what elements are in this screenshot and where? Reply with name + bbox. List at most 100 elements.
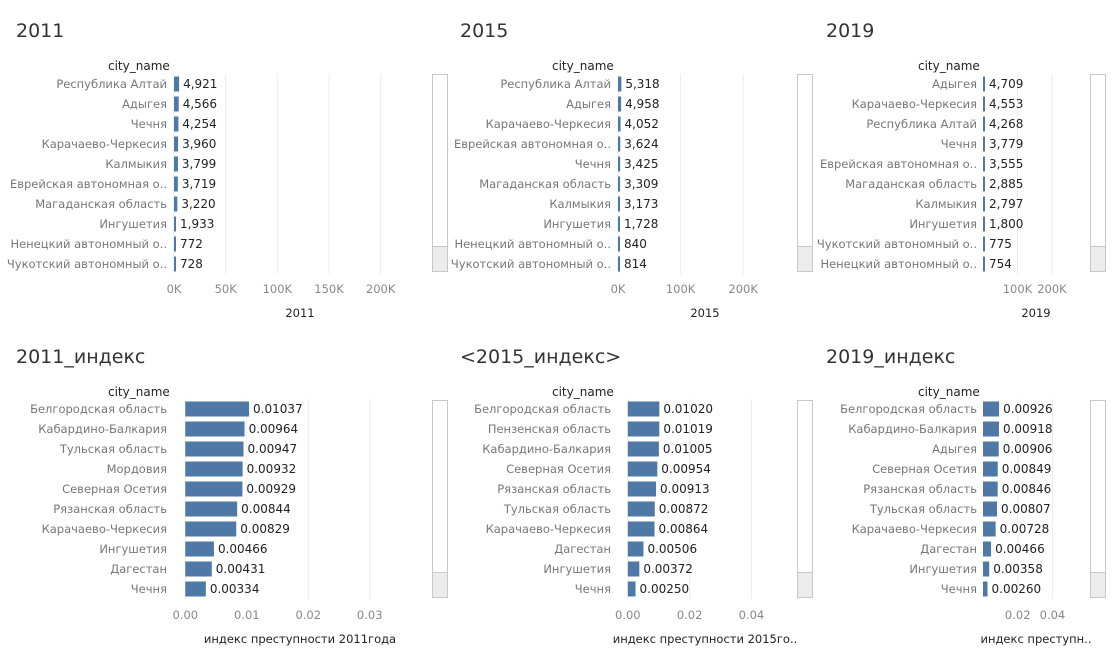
bar xyxy=(627,441,659,457)
category-label: Магаданская область xyxy=(35,197,167,211)
category-label: Белгородская область xyxy=(474,402,611,416)
bar xyxy=(627,541,644,557)
category-label: Тульская область xyxy=(869,502,977,516)
category-label: Ингушетия xyxy=(909,217,977,231)
category-label: Республика Алтай xyxy=(866,117,977,131)
scrollbar-thumb[interactable] xyxy=(433,246,447,271)
scrollbar-thumb[interactable] xyxy=(798,246,812,271)
category-label: Чечня xyxy=(941,582,977,596)
data-label: 0.00864 xyxy=(659,522,709,536)
data-label: 4,254 xyxy=(182,117,216,131)
data-label: 728 xyxy=(180,257,203,271)
data-label: 0.00926 xyxy=(1003,402,1053,416)
data-label: 3,309 xyxy=(624,177,658,191)
bar xyxy=(983,401,1000,417)
bar xyxy=(983,521,996,537)
category-label: Кабардино-Балкария xyxy=(848,422,977,436)
data-label: 0.00964 xyxy=(249,422,299,436)
bar-chart-2015-index: 0.00 0.02 0.04 Белгородская область 0.01020 П… xyxy=(474,399,797,646)
vertical-scrollbar[interactable] xyxy=(432,400,448,598)
bar xyxy=(174,256,176,272)
bar xyxy=(983,136,985,152)
field-header: city_name xyxy=(108,59,170,73)
scrollbar-thumb[interactable] xyxy=(1091,572,1105,597)
bar xyxy=(185,481,243,497)
category-label: Магаданская область xyxy=(845,177,977,191)
data-label: 4,268 xyxy=(989,117,1023,131)
data-label: 4,921 xyxy=(183,77,217,91)
bar xyxy=(618,136,621,152)
bar xyxy=(983,441,999,457)
bar xyxy=(627,421,660,437)
bar xyxy=(185,441,244,457)
data-label: 0.00849 xyxy=(1002,462,1052,476)
category-label: Адыгея xyxy=(566,97,611,111)
vertical-scrollbar[interactable] xyxy=(1090,74,1106,272)
category-label: Ненецкий автономный о.. xyxy=(454,237,611,251)
bar xyxy=(185,501,238,517)
x-tick-label: 200K xyxy=(1037,282,1067,296)
category-label: Магаданская область xyxy=(479,177,611,191)
bar xyxy=(185,401,250,417)
data-label: 0.00260 xyxy=(992,582,1042,596)
category-label: Северная Осетия xyxy=(62,482,167,496)
bar xyxy=(983,236,985,252)
data-label: 0.00846 xyxy=(1002,482,1052,496)
category-label: Рязанская область xyxy=(497,482,611,496)
x-tick-label: 0.02 xyxy=(677,608,703,622)
category-label: Карачаево-Черкесия xyxy=(486,522,611,536)
vertical-scrollbar[interactable] xyxy=(797,400,813,598)
category-label: Карачаево-Черкесия xyxy=(486,117,611,131)
bar xyxy=(983,156,985,172)
bar xyxy=(983,541,992,557)
vertical-scrollbar[interactable] xyxy=(797,74,813,272)
vertical-scrollbar[interactable] xyxy=(432,74,448,272)
bar xyxy=(983,461,998,477)
bar xyxy=(983,581,988,597)
bar-chart-2015: 0K 100K 200K Республика Алтай 5,318 Адыгея 4,9… xyxy=(451,74,758,320)
category-label: Северная Осетия xyxy=(506,462,611,476)
category-label: Дагестан xyxy=(920,542,977,556)
category-label: Ингушетия xyxy=(909,562,977,576)
bar xyxy=(185,521,237,537)
category-label: Чукотский автономный о.. xyxy=(7,257,167,271)
x-tick-label: 200K xyxy=(728,282,758,296)
data-label: 754 xyxy=(989,257,1012,271)
field-header: city_name xyxy=(108,385,170,399)
category-label: Калмыкия xyxy=(915,197,977,211)
data-label: 2,885 xyxy=(989,177,1023,191)
data-label: 4,553 xyxy=(989,97,1023,111)
category-label: Тульская область xyxy=(59,442,167,456)
data-label: 1,800 xyxy=(989,217,1023,231)
category-label: Ингушетия xyxy=(99,217,167,231)
bar-chart-2019-index: 0.02 0.04 Белгородская область 0.00926 Кабар… xyxy=(840,399,1092,646)
data-label: 0.00932 xyxy=(247,462,297,476)
x-axis-title: 2011 xyxy=(285,306,314,320)
bar xyxy=(174,136,179,152)
bar xyxy=(627,561,640,577)
scrollbar-thumb[interactable] xyxy=(433,572,447,597)
data-label: 0.00466 xyxy=(995,542,1045,556)
bar xyxy=(983,196,985,212)
x-tick-label: 150K xyxy=(314,282,344,296)
x-tick-label: 0.02 xyxy=(295,608,321,622)
data-label: 0.00929 xyxy=(246,482,296,496)
panel-title: 2011_индекс xyxy=(16,346,146,368)
data-label: 3,555 xyxy=(989,157,1023,171)
bar xyxy=(618,76,622,92)
data-label: 1,933 xyxy=(180,217,214,231)
bar xyxy=(174,96,179,112)
bar-chart-2011: 0K 50K 100K 150K 200K Республика Алтай 4,921 Ад… xyxy=(7,74,396,320)
category-label: Карачаево-Черкесия xyxy=(42,522,167,536)
data-label: 0.01019 xyxy=(663,422,713,436)
scrollbar-thumb[interactable] xyxy=(798,572,812,597)
x-tick-label: 0.02 xyxy=(1005,608,1031,622)
bar xyxy=(185,561,212,577)
bar xyxy=(983,501,998,517)
scrollbar-thumb[interactable] xyxy=(1091,246,1105,271)
vertical-scrollbar[interactable] xyxy=(1090,400,1106,598)
category-label: Чукотский автономный о.. xyxy=(817,237,977,251)
panel-title: 2015 xyxy=(460,20,509,42)
x-tick-label: 100K xyxy=(1003,282,1033,296)
data-label: 3,624 xyxy=(624,137,658,151)
